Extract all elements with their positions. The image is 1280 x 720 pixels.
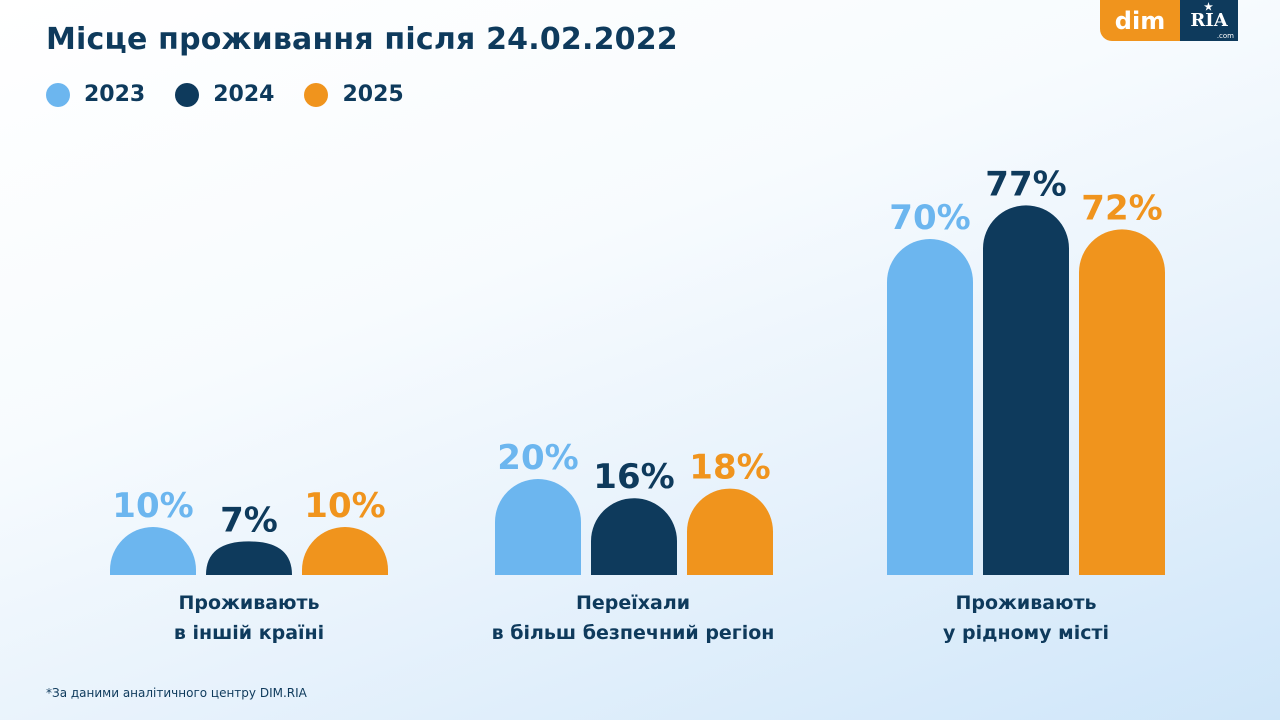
category-label-2: Проживають у рідному місті	[846, 588, 1206, 648]
bar-2023-2	[887, 239, 973, 575]
bar-2023-1	[495, 479, 581, 575]
category-label-0: Проживають в іншій країні	[69, 588, 429, 648]
category-label-2-line-1: Проживають	[955, 592, 1097, 614]
legend-swatch-2023	[46, 82, 70, 107]
category-label-1: Переїхали в більш безпечний регіон	[453, 588, 813, 648]
legend-label-2025: 2025	[342, 82, 404, 107]
bar-value-label-2025-1: 18%	[689, 448, 770, 488]
dim-ria-logo[interactable]: dim ★ RIA .com	[1100, 0, 1238, 41]
legend-label-2024: 2024	[213, 82, 275, 107]
legend-label-2023: 2023	[84, 82, 146, 107]
category-label-2-line-2: у рідному місті	[943, 622, 1109, 644]
legend: 2023 2024 2025	[46, 82, 434, 107]
bar-2024-2	[983, 205, 1069, 575]
bar-value-label-2025-0: 10%	[304, 486, 385, 526]
logo-ria-text: RIA	[1190, 10, 1228, 31]
category-label-1-line-2: в більш безпечний регіон	[491, 622, 775, 644]
bar-value-label-2023-1: 20%	[497, 438, 578, 478]
bar-2024-1	[591, 498, 677, 575]
logo-ria-sub: .com	[1216, 32, 1234, 40]
bar-2024-0	[206, 541, 292, 575]
bar-value-label-2023-2: 70%	[889, 198, 970, 238]
bar-value-label-2025-2: 72%	[1081, 188, 1162, 228]
category-label-0-line-1: Проживають	[178, 592, 320, 614]
star-icon: ★	[1204, 2, 1213, 13]
page-title: Місце проживання після 24.02.2022	[46, 22, 678, 57]
category-label-0-line-2: в іншій країні	[173, 622, 325, 644]
legend-swatch-2024	[175, 82, 200, 107]
bar-2025-1	[687, 488, 773, 575]
bar-value-label-2024-0: 7%	[220, 500, 278, 540]
bar-value-label-2024-1: 16%	[593, 457, 674, 497]
legend-swatch-2025	[304, 82, 329, 107]
bar-2023-0	[110, 527, 196, 575]
bar-2025-0	[302, 527, 388, 575]
bar-value-label-2023-0: 10%	[112, 486, 193, 526]
legend-item-2024: 2024	[175, 82, 274, 107]
legend-item-2023: 2023	[46, 82, 145, 107]
logo-ria: ★ RIA .com	[1180, 0, 1238, 41]
source-footnote: *За даними аналітичного центру DIM.RIA	[46, 686, 307, 700]
logo-dim-text: dim	[1100, 0, 1180, 41]
bar-value-label-2024-2: 77%	[985, 164, 1066, 204]
bar-2025-2	[1079, 229, 1165, 575]
legend-item-2025: 2025	[304, 82, 404, 107]
category-label-1-line-1: Переїхали	[575, 592, 691, 614]
